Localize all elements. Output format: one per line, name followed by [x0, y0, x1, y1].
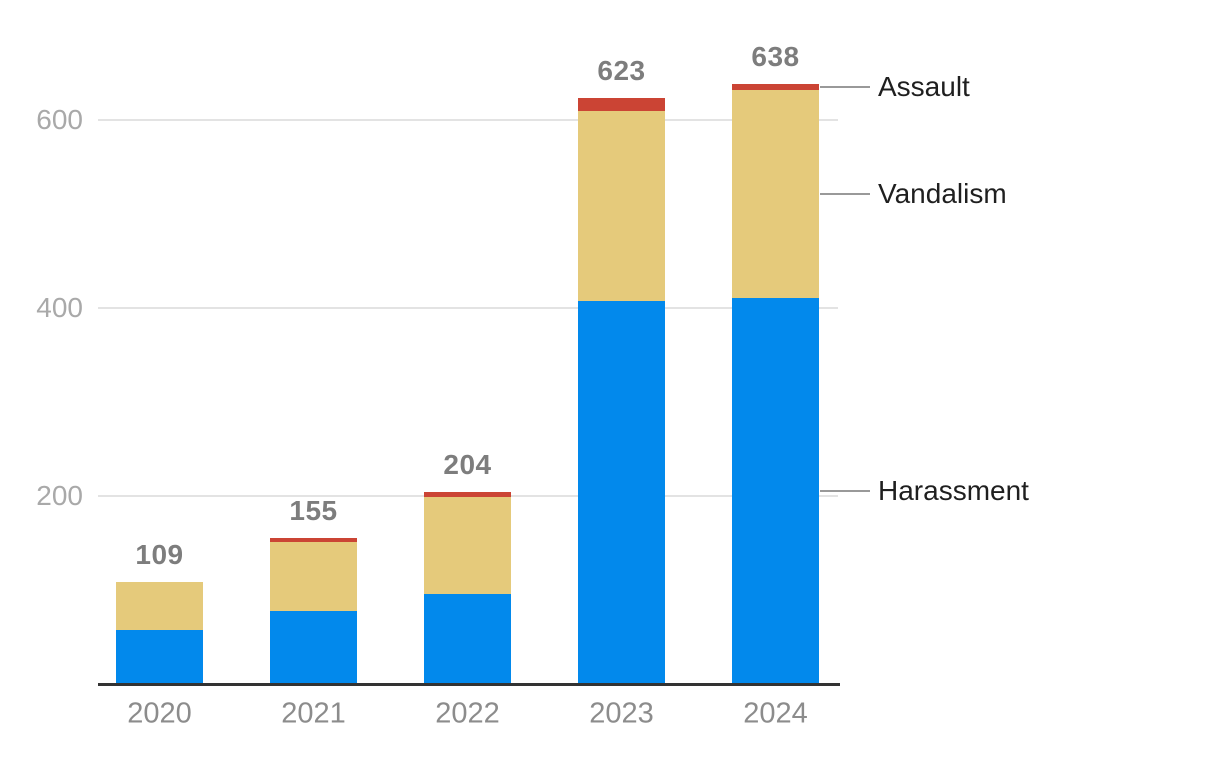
x-tick-label-2020: 2020 — [127, 697, 192, 730]
bar-segment-vandalism-2020 — [116, 581, 203, 631]
bar-segment-assault-2022 — [424, 492, 511, 497]
leader-line-vandalism — [820, 192, 870, 195]
total-label-2022: 204 — [443, 449, 492, 481]
bar-segment-vandalism-2022 — [424, 496, 511, 594]
leader-line-harassment — [820, 489, 870, 492]
x-tick-label-2021: 2021 — [281, 697, 346, 730]
bar-segment-harassment-2021 — [270, 610, 357, 684]
gridline-600 — [98, 119, 838, 121]
annotation-label-harassment: Harassment — [878, 474, 1029, 506]
y-tick-label-200: 200 — [36, 480, 83, 511]
bar-segment-harassment-2024 — [732, 297, 819, 684]
bar-segment-vandalism-2024 — [732, 89, 819, 298]
total-label-2021: 155 — [289, 495, 338, 527]
bar-segment-harassment-2022 — [424, 593, 511, 684]
total-label-2020: 109 — [135, 538, 184, 570]
bar-segment-assault-2021 — [270, 538, 357, 543]
bar-segment-vandalism-2021 — [270, 542, 357, 611]
bar-segment-vandalism-2023 — [578, 110, 665, 302]
bar-segment-assault-2024 — [732, 84, 819, 90]
x-tick-label-2022: 2022 — [435, 697, 500, 730]
x-tick-label-2023: 2023 — [589, 697, 654, 730]
bar-segment-harassment-2023 — [578, 301, 665, 684]
total-label-2023: 623 — [597, 55, 646, 87]
bar-segment-assault-2023 — [578, 98, 665, 111]
total-label-2024: 638 — [751, 41, 800, 73]
gridline-400 — [98, 307, 838, 309]
y-tick-label-400: 400 — [36, 292, 83, 323]
bar-segment-harassment-2020 — [116, 630, 203, 684]
x-tick-label-2024: 2024 — [743, 697, 808, 730]
annotation-label-assault: Assault — [878, 71, 970, 103]
leader-line-assault — [820, 86, 870, 89]
y-tick-label-600: 600 — [36, 104, 83, 135]
annotation-label-vandalism: Vandalism — [878, 177, 1007, 209]
x-axis-line — [98, 683, 840, 686]
